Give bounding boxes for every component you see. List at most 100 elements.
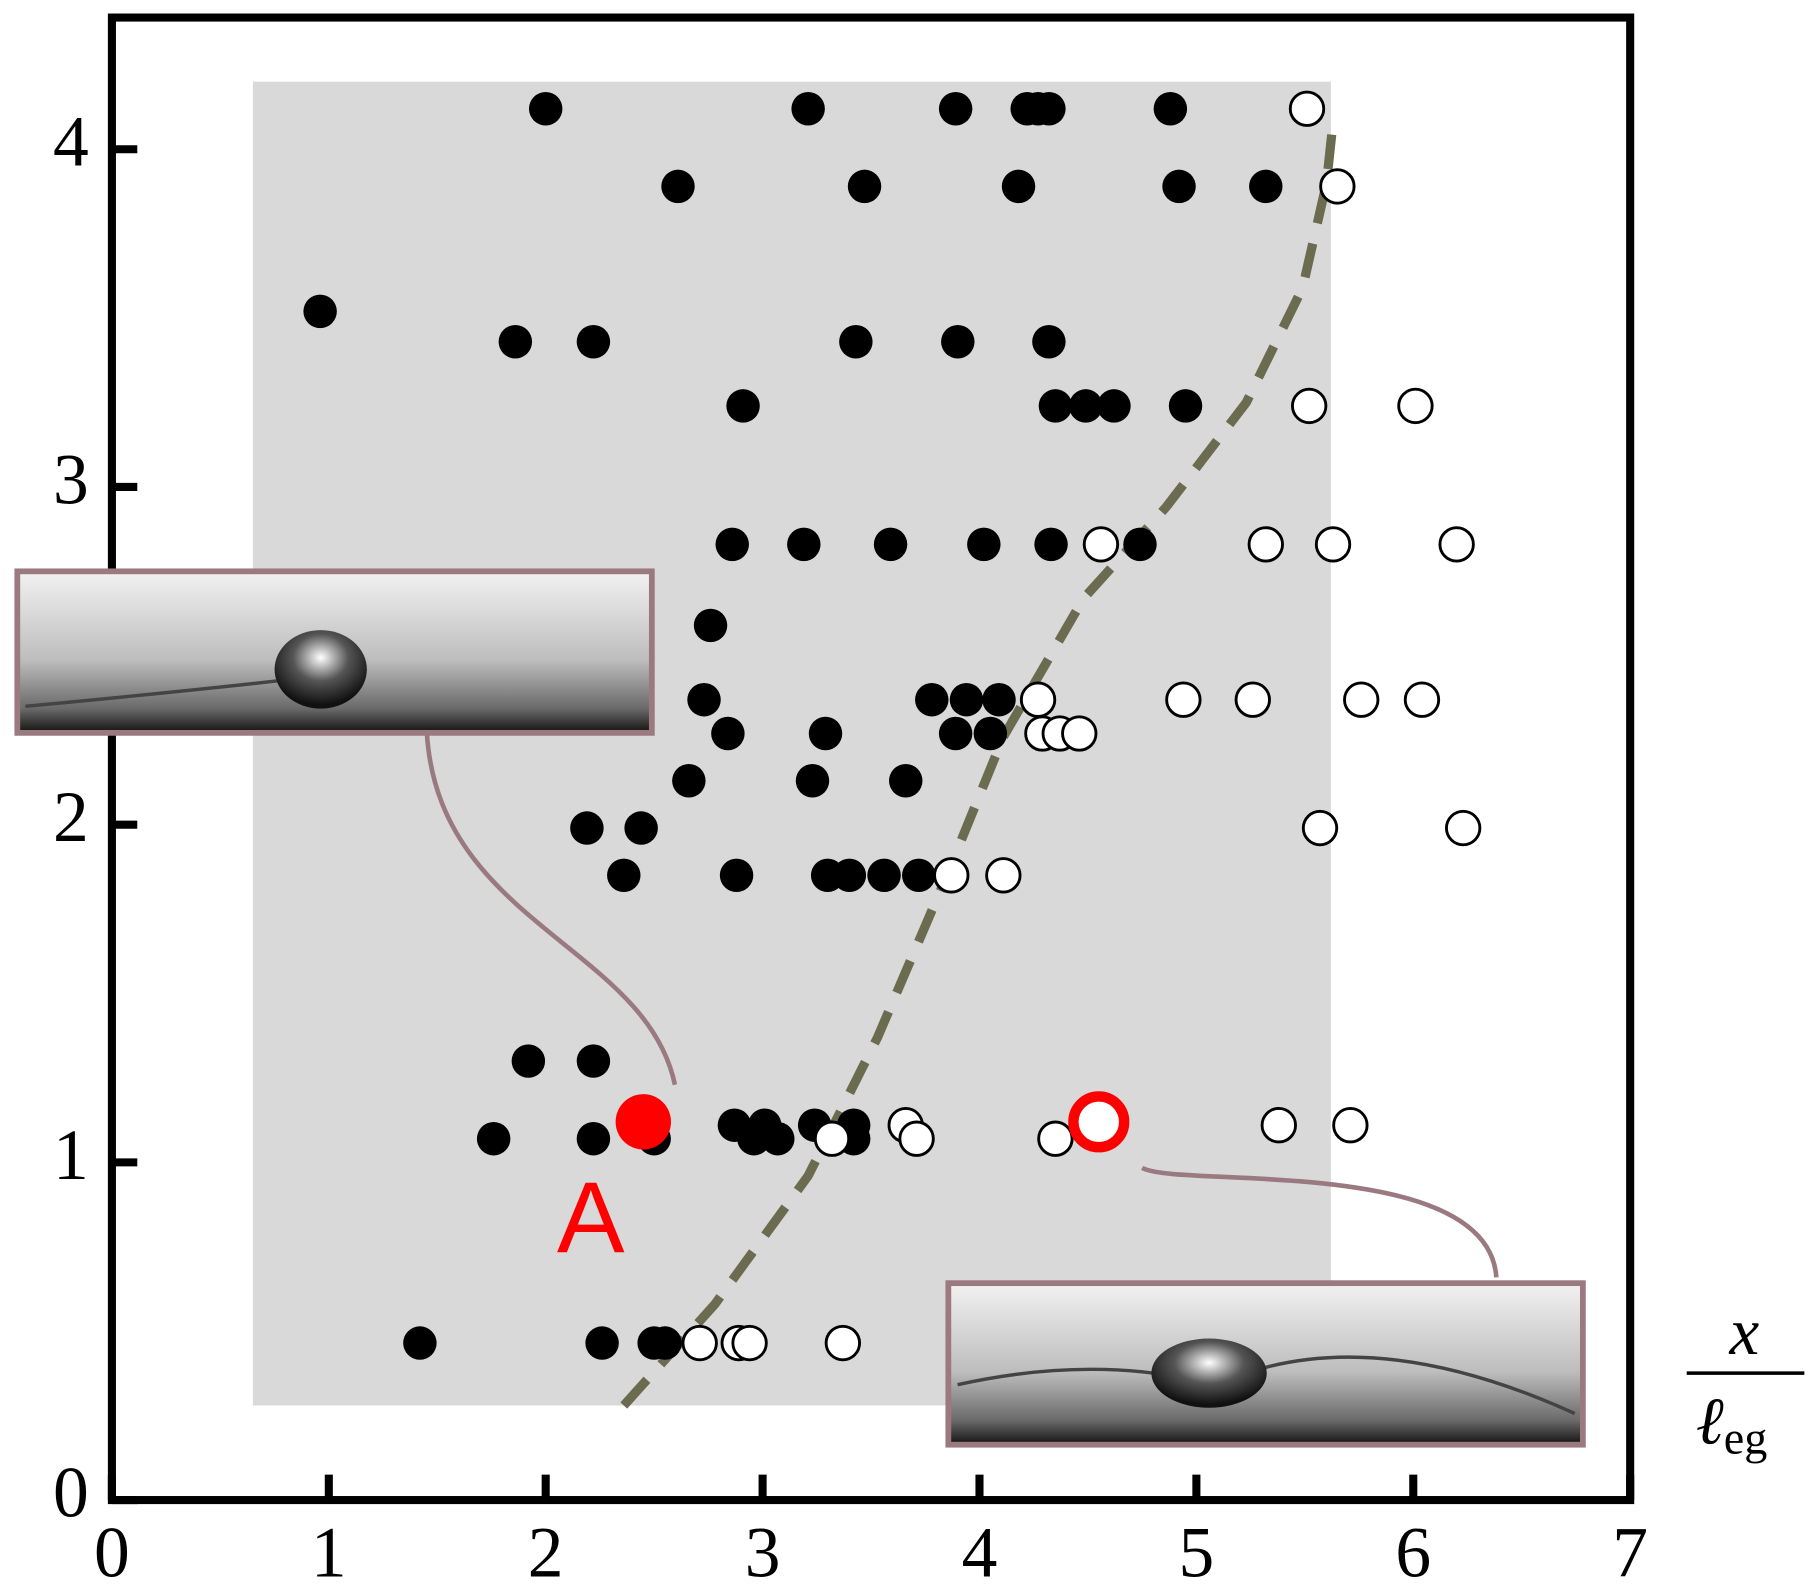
filled-point — [833, 859, 866, 892]
filled-point — [616, 1094, 671, 1149]
x-tick-label: 3 — [745, 1513, 781, 1588]
open-point — [1249, 528, 1282, 561]
open-point — [1399, 389, 1432, 422]
shaded-region — [253, 82, 1331, 1406]
y-tick-label: 0 — [53, 1453, 89, 1532]
droplet — [275, 630, 367, 708]
filled-point — [529, 92, 562, 125]
open-point — [1405, 683, 1438, 716]
y-tick-label: 2 — [53, 778, 89, 857]
inset-photo — [948, 1283, 1583, 1445]
filled-point — [499, 325, 532, 358]
x-label-subscript: eg — [1724, 1412, 1768, 1463]
filled-point — [889, 764, 922, 797]
filled-point — [577, 1122, 610, 1155]
filled-point — [796, 764, 829, 797]
y-tick-label: 1 — [53, 1116, 89, 1195]
filled-point — [570, 811, 603, 844]
y-tick-label: 3 — [53, 440, 89, 519]
open-point — [1303, 811, 1336, 844]
open-point — [1167, 683, 1200, 716]
x-tick-label: 2 — [528, 1513, 564, 1588]
filled-point — [761, 1122, 794, 1155]
filled-point — [716, 528, 749, 561]
open-point — [1334, 1108, 1367, 1141]
filled-point — [967, 528, 1000, 561]
open-point — [1073, 1096, 1124, 1147]
filled-point — [403, 1326, 436, 1359]
filled-point — [939, 92, 972, 125]
open-point — [1321, 170, 1354, 203]
open-point — [683, 1326, 716, 1359]
x-tick-label: 6 — [1395, 1513, 1431, 1588]
filled-point — [585, 1326, 618, 1359]
open-point — [1440, 528, 1473, 561]
filled-point — [1039, 389, 1072, 422]
open-point — [935, 859, 968, 892]
filled-point — [711, 717, 744, 750]
filled-point — [577, 325, 610, 358]
filled-point — [720, 859, 753, 892]
open-point — [1039, 1122, 1072, 1155]
open-point — [1292, 389, 1325, 422]
filled-point — [902, 859, 935, 892]
filled-point — [624, 811, 657, 844]
open-point — [815, 1122, 848, 1155]
x-tick-label: 4 — [962, 1513, 998, 1588]
page: 0123456701234 A x ℓeg (() => { const dat… — [0, 0, 1809, 1588]
filled-point — [687, 683, 720, 716]
filled-point — [1002, 170, 1035, 203]
filled-point — [1032, 92, 1065, 125]
filled-point — [661, 170, 694, 203]
annotation: A — [557, 1160, 625, 1274]
open-point — [1344, 683, 1377, 716]
filled-point — [303, 295, 336, 328]
filled-point — [867, 859, 900, 892]
open-point — [1290, 92, 1323, 125]
filled-point — [1034, 528, 1067, 561]
x-label-symbol: ℓ — [1696, 1385, 1724, 1459]
filled-point — [512, 1044, 545, 1077]
filled-point — [672, 764, 705, 797]
filled-point — [915, 683, 948, 716]
x-tick-label: 1 — [311, 1513, 347, 1588]
open-point — [987, 859, 1020, 892]
x-label-numerator: x — [1729, 1295, 1760, 1369]
filled-point — [477, 1122, 510, 1155]
open-point — [1063, 717, 1096, 750]
filled-point — [939, 717, 972, 750]
filled-point — [950, 683, 983, 716]
filled-point — [791, 92, 824, 125]
open-point — [1446, 811, 1479, 844]
filled-point — [648, 1326, 681, 1359]
open-point — [826, 1326, 859, 1359]
filled-point — [809, 717, 842, 750]
filled-point — [607, 859, 640, 892]
filled-point — [787, 528, 820, 561]
filled-point — [726, 389, 759, 422]
filled-point — [1097, 389, 1130, 422]
filled-point — [1169, 389, 1202, 422]
x-tick-label: 5 — [1179, 1513, 1215, 1588]
filled-point — [1032, 325, 1065, 358]
chart: 0123456701234 A x ℓeg — [0, 0, 1809, 1588]
open-point — [1021, 683, 1054, 716]
filled-point — [694, 609, 727, 642]
x-tick-label: 7 — [1612, 1513, 1648, 1588]
filled-point — [1162, 170, 1195, 203]
x-tick-label: 0 — [94, 1513, 130, 1588]
filled-point — [1123, 528, 1156, 561]
filled-point — [848, 170, 881, 203]
open-point — [733, 1326, 766, 1359]
open-point — [900, 1122, 933, 1155]
filled-point — [874, 528, 907, 561]
open-point — [1316, 528, 1349, 561]
droplet — [1151, 1339, 1266, 1408]
open-point — [1084, 528, 1117, 561]
filled-point — [1249, 170, 1282, 203]
filled-point — [974, 717, 1007, 750]
filled-point — [1154, 92, 1187, 125]
open-point — [1236, 683, 1269, 716]
filled-point — [982, 683, 1015, 716]
open-point — [1262, 1108, 1295, 1141]
